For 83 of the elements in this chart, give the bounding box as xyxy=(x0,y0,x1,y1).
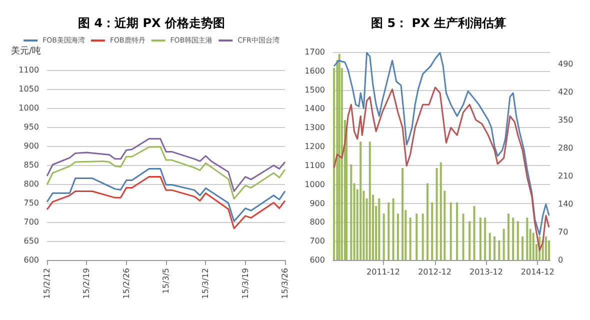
y-tick-label: 900 xyxy=(24,142,40,150)
x-tick-label: 2011-12 xyxy=(366,268,400,276)
bar xyxy=(440,162,442,260)
y-tick-label: 600 xyxy=(310,256,325,264)
bar xyxy=(388,202,390,260)
bar xyxy=(462,214,464,260)
bar xyxy=(507,214,510,260)
y-tick-label: 1000 xyxy=(304,180,325,189)
chart-title: 图 4：近期 PX 价格走势图 xyxy=(78,16,225,30)
line-series xyxy=(333,52,550,236)
bar xyxy=(516,221,519,260)
y-tick-label: 700 xyxy=(24,218,40,226)
bar xyxy=(526,218,528,260)
bar xyxy=(532,232,534,260)
x-tick-label: 2013-12 xyxy=(469,268,503,276)
y-tick-label: 1050 xyxy=(18,84,40,94)
y2-tick-label: 0 xyxy=(558,256,564,264)
y2-tick-label: 140 xyxy=(558,200,574,208)
y-tick-label: 750 xyxy=(24,198,40,208)
y-tick-label: 900 xyxy=(310,198,325,208)
y-tick-label: 1600 xyxy=(304,66,325,76)
y-tick-label: 1000 xyxy=(18,104,40,112)
bar xyxy=(488,232,491,260)
bar xyxy=(468,221,471,260)
y-tick-label: 1100 xyxy=(18,66,40,74)
bar xyxy=(360,142,362,260)
x-tick-label: 15/2/19 xyxy=(82,268,92,299)
y-tick-label: 1700 xyxy=(304,48,325,56)
bar xyxy=(522,236,524,260)
y-tick-label: 1400 xyxy=(304,104,325,114)
bar xyxy=(431,202,434,260)
bar xyxy=(450,202,452,260)
bar xyxy=(502,228,505,260)
y-tick-label: 1200 xyxy=(304,142,325,152)
y-tick-label: 800 xyxy=(24,180,40,188)
x-tick-label: 15/3/26 xyxy=(280,268,290,299)
x-tick-label: 2012-12 xyxy=(418,268,452,276)
chart-title: 图 5： PX 生产利润估算 xyxy=(371,16,506,30)
bar xyxy=(382,214,385,260)
bar xyxy=(484,218,486,260)
bar xyxy=(378,198,380,260)
bar xyxy=(544,236,547,260)
bar xyxy=(402,168,404,260)
y-tick-label: 800 xyxy=(310,218,325,227)
bar xyxy=(392,198,394,260)
y-tick-label: 1300 xyxy=(304,123,325,132)
x-tick-label: 15/3/12 xyxy=(201,268,210,299)
y2-tick-label: 280 xyxy=(558,144,574,152)
bar xyxy=(426,183,428,260)
bar xyxy=(548,240,550,260)
y2-tick-label: 490 xyxy=(558,60,574,68)
y-tick-label: 1100 xyxy=(304,160,325,170)
bar xyxy=(498,240,500,260)
bar xyxy=(409,218,412,260)
line-series xyxy=(333,86,550,252)
x-tick-label: 15/3/5 xyxy=(162,268,171,294)
bar xyxy=(338,54,340,260)
bar xyxy=(436,168,438,260)
bar xyxy=(422,214,424,260)
x-tick-label: 15/2/12 xyxy=(42,268,52,299)
bar xyxy=(350,164,352,260)
y-tick-label: 650 xyxy=(24,236,40,246)
y2-tick-label: 420 xyxy=(558,88,574,96)
bar xyxy=(473,206,476,260)
bar xyxy=(512,218,514,260)
bar xyxy=(368,142,371,260)
x-tick-label: 2014-12 xyxy=(520,268,554,276)
y-tick-label: 950 xyxy=(24,122,40,132)
y2-tick-label: 70 xyxy=(558,228,568,236)
y2-tick-label: 350 xyxy=(558,116,574,124)
bar xyxy=(456,202,458,260)
y-tick-label: 600 xyxy=(24,256,40,264)
y-tick-label: 850 xyxy=(24,160,40,170)
y-tick-label: 1500 xyxy=(304,85,325,94)
bar xyxy=(416,214,418,260)
x-tick-label: 15/3/19 xyxy=(240,268,250,299)
y-axis-title: 美元/吨 xyxy=(10,46,42,56)
bar xyxy=(479,218,482,260)
bar xyxy=(396,214,399,260)
y-tick-label: 700 xyxy=(310,236,325,246)
y2-tick-label: 210 xyxy=(558,172,574,180)
bar xyxy=(494,236,496,260)
x-tick-label: 15/2/26 xyxy=(122,268,131,299)
